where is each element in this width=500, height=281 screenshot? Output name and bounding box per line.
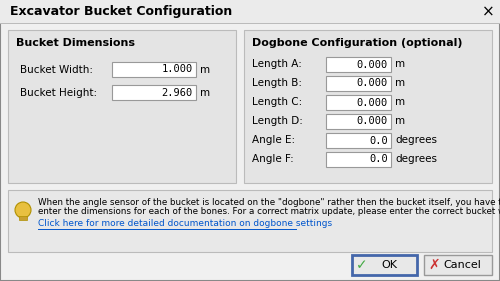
Text: Bucket Width:: Bucket Width: [20, 65, 93, 75]
Text: Angle F:: Angle F: [252, 154, 294, 164]
Text: 0.0: 0.0 [369, 135, 388, 146]
Text: Bucket Dimensions: Bucket Dimensions [16, 38, 135, 48]
Bar [8, 30, 236, 183]
Bar [326, 76, 391, 91]
Text: m: m [200, 88, 210, 98]
Text: degrees: degrees [395, 154, 437, 164]
Text: Cancel: Cancel [443, 260, 481, 270]
Text: 2.960: 2.960 [162, 87, 193, 98]
Text: Excavator Bucket Configuration: Excavator Bucket Configuration [10, 6, 232, 19]
Bar [244, 30, 492, 183]
Text: enter the dimensions for each of the bones. For a correct matrix update, please : enter the dimensions for each of the bon… [38, 207, 500, 216]
Bar [326, 152, 391, 167]
Bar [19, 216, 27, 220]
Circle shape [15, 202, 31, 218]
Text: Bucket Height:: Bucket Height: [20, 88, 97, 98]
Bar [0, 23, 500, 24]
Text: degrees: degrees [395, 135, 437, 145]
Text: m: m [395, 78, 405, 88]
Text: m: m [395, 97, 405, 107]
Bar [326, 133, 391, 148]
Bar [112, 85, 196, 100]
Bar [112, 62, 196, 77]
Text: 0.000: 0.000 [357, 60, 388, 69]
Text: Length B:: Length B: [252, 78, 302, 88]
Bar [0, 0, 500, 24]
Bar [424, 255, 492, 275]
Text: ×: × [482, 4, 494, 19]
Text: m: m [395, 59, 405, 69]
Text: Angle E:: Angle E: [252, 135, 295, 145]
Text: Length A:: Length A: [252, 59, 302, 69]
Text: 0.000: 0.000 [357, 117, 388, 126]
Text: 1.000: 1.000 [162, 65, 193, 74]
Bar [326, 95, 391, 110]
Bar [326, 57, 391, 72]
Text: ✓: ✓ [356, 258, 368, 272]
Text: m: m [200, 65, 210, 75]
Text: Click here for more detailed documentation on dogbone settings: Click here for more detailed documentati… [38, 219, 332, 228]
Text: When the angle sensor of the bucket is located on the "dogbone" rather then the : When the angle sensor of the bucket is l… [38, 198, 500, 207]
Bar [352, 255, 417, 275]
Text: ✗: ✗ [428, 258, 440, 272]
Text: 0.0: 0.0 [369, 155, 388, 164]
Text: 0.000: 0.000 [357, 98, 388, 108]
Text: 0.000: 0.000 [357, 78, 388, 89]
Text: Length C:: Length C: [252, 97, 302, 107]
Text: m: m [395, 116, 405, 126]
Text: OK: OK [381, 260, 397, 270]
Text: Length D:: Length D: [252, 116, 303, 126]
Bar [8, 190, 492, 252]
Bar [326, 114, 391, 129]
Text: Dogbone Configuration (optional): Dogbone Configuration (optional) [252, 38, 462, 48]
